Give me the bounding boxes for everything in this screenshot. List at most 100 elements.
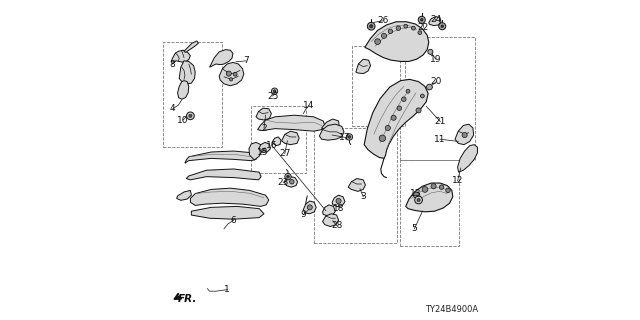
Circle shape bbox=[370, 25, 373, 28]
Text: 13: 13 bbox=[410, 189, 422, 198]
Bar bbox=[251, 106, 306, 173]
Text: 11: 11 bbox=[435, 135, 445, 144]
Circle shape bbox=[415, 196, 422, 204]
Circle shape bbox=[397, 106, 402, 110]
Text: 6: 6 bbox=[231, 216, 236, 225]
Polygon shape bbox=[210, 50, 233, 67]
Text: 3: 3 bbox=[360, 192, 366, 201]
Text: 4: 4 bbox=[170, 104, 175, 113]
Circle shape bbox=[271, 88, 278, 94]
Text: 7: 7 bbox=[243, 56, 248, 65]
Polygon shape bbox=[219, 62, 244, 86]
Polygon shape bbox=[179, 61, 195, 84]
Bar bbox=[400, 37, 475, 160]
Text: 9: 9 bbox=[301, 210, 306, 219]
Circle shape bbox=[336, 198, 341, 204]
Circle shape bbox=[404, 24, 408, 28]
Circle shape bbox=[307, 205, 312, 210]
Text: 22: 22 bbox=[418, 23, 429, 32]
Circle shape bbox=[402, 97, 406, 101]
Circle shape bbox=[391, 115, 396, 120]
Circle shape bbox=[234, 72, 237, 76]
Text: 19: 19 bbox=[430, 55, 442, 64]
Circle shape bbox=[388, 29, 393, 34]
Text: 8: 8 bbox=[170, 60, 175, 68]
Text: 24: 24 bbox=[430, 15, 442, 24]
Polygon shape bbox=[323, 205, 335, 216]
Polygon shape bbox=[191, 188, 269, 206]
Text: 2: 2 bbox=[261, 124, 267, 132]
Circle shape bbox=[419, 16, 425, 23]
Circle shape bbox=[413, 192, 420, 198]
Circle shape bbox=[230, 78, 233, 81]
Circle shape bbox=[441, 25, 444, 28]
Text: 28: 28 bbox=[331, 221, 342, 230]
Text: 12: 12 bbox=[452, 176, 463, 185]
Polygon shape bbox=[365, 22, 429, 61]
Circle shape bbox=[416, 108, 421, 113]
Text: 10: 10 bbox=[177, 116, 189, 124]
Circle shape bbox=[375, 39, 380, 44]
Text: 23: 23 bbox=[278, 178, 289, 187]
Polygon shape bbox=[303, 201, 316, 214]
Polygon shape bbox=[191, 206, 264, 219]
Polygon shape bbox=[249, 142, 262, 160]
Polygon shape bbox=[184, 41, 198, 52]
Polygon shape bbox=[272, 137, 281, 146]
Circle shape bbox=[262, 148, 266, 153]
Circle shape bbox=[417, 198, 420, 202]
Circle shape bbox=[227, 71, 232, 76]
Polygon shape bbox=[256, 108, 271, 120]
Circle shape bbox=[445, 188, 451, 193]
Circle shape bbox=[379, 135, 385, 141]
Circle shape bbox=[273, 90, 276, 92]
Polygon shape bbox=[348, 179, 365, 191]
Text: 18: 18 bbox=[333, 204, 345, 212]
Circle shape bbox=[367, 22, 375, 30]
Polygon shape bbox=[364, 79, 428, 158]
Polygon shape bbox=[284, 177, 298, 187]
Circle shape bbox=[428, 49, 433, 54]
Polygon shape bbox=[406, 183, 453, 212]
Polygon shape bbox=[186, 169, 261, 180]
Polygon shape bbox=[323, 214, 339, 227]
Polygon shape bbox=[177, 190, 191, 200]
Polygon shape bbox=[356, 59, 371, 74]
Polygon shape bbox=[282, 131, 300, 145]
Polygon shape bbox=[319, 124, 344, 140]
Circle shape bbox=[462, 132, 467, 138]
Text: 1: 1 bbox=[225, 285, 230, 294]
Polygon shape bbox=[429, 17, 441, 26]
Circle shape bbox=[189, 114, 192, 117]
Text: 27: 27 bbox=[279, 149, 291, 158]
Bar bbox=[400, 160, 460, 246]
Polygon shape bbox=[258, 115, 325, 131]
Text: FR.: FR. bbox=[178, 294, 197, 304]
Text: 5: 5 bbox=[412, 224, 417, 233]
Text: 25: 25 bbox=[267, 92, 278, 100]
Polygon shape bbox=[322, 119, 339, 132]
Text: TY24B4900A: TY24B4900A bbox=[425, 305, 479, 314]
Polygon shape bbox=[455, 124, 474, 145]
Polygon shape bbox=[332, 195, 345, 207]
Polygon shape bbox=[185, 151, 258, 163]
Circle shape bbox=[285, 173, 291, 180]
Circle shape bbox=[440, 185, 444, 189]
Text: 17: 17 bbox=[339, 133, 351, 142]
Bar bbox=[314, 128, 397, 243]
Circle shape bbox=[420, 94, 424, 98]
Circle shape bbox=[439, 23, 445, 30]
Circle shape bbox=[406, 89, 410, 93]
Text: 26: 26 bbox=[378, 16, 388, 25]
Circle shape bbox=[431, 184, 436, 189]
Polygon shape bbox=[259, 142, 270, 152]
Circle shape bbox=[187, 112, 195, 120]
Text: 14: 14 bbox=[303, 101, 314, 110]
Polygon shape bbox=[458, 145, 477, 172]
Text: 16: 16 bbox=[266, 141, 278, 150]
Circle shape bbox=[287, 175, 289, 178]
Text: 20: 20 bbox=[431, 77, 442, 86]
Circle shape bbox=[422, 187, 428, 192]
Polygon shape bbox=[178, 81, 189, 99]
Polygon shape bbox=[172, 50, 191, 62]
